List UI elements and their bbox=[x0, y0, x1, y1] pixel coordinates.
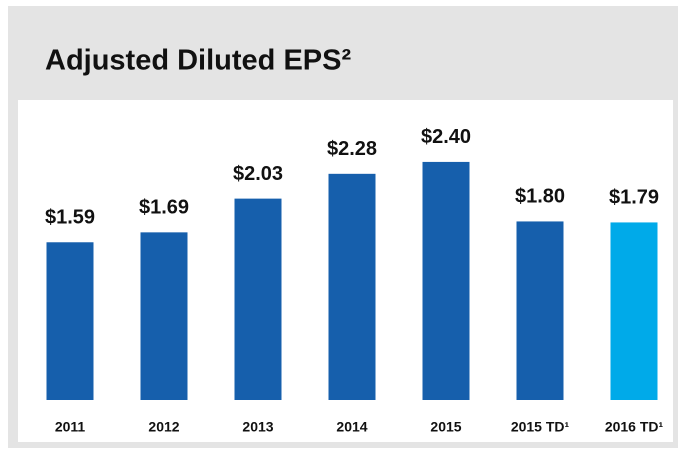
bar bbox=[422, 161, 470, 400]
bar bbox=[46, 242, 94, 400]
value-label: $1.59 bbox=[45, 207, 95, 229]
bar bbox=[516, 221, 564, 400]
x-tick-label: 2012 bbox=[148, 419, 179, 435]
value-label: $1.69 bbox=[139, 197, 189, 219]
bar bbox=[140, 232, 188, 400]
x-tick-label: 2011 bbox=[55, 419, 86, 435]
value-label: $2.03 bbox=[233, 163, 283, 185]
bar bbox=[328, 173, 376, 400]
value-label: $1.79 bbox=[609, 187, 659, 209]
value-label: $2.28 bbox=[327, 138, 377, 160]
x-tick-label: 2014 bbox=[336, 419, 367, 435]
value-label: $1.80 bbox=[515, 186, 565, 208]
bar bbox=[610, 222, 658, 400]
value-label: $2.40 bbox=[421, 126, 471, 148]
x-tick-label: 2013 bbox=[242, 419, 273, 435]
x-tick-label: 2015 bbox=[430, 419, 461, 435]
bar bbox=[234, 198, 282, 400]
x-tick-label: 2015 TD¹ bbox=[511, 419, 570, 435]
chart-title: Adjusted Diluted EPS² bbox=[45, 45, 351, 77]
x-tick-label: 2016 TD¹ bbox=[605, 419, 664, 435]
